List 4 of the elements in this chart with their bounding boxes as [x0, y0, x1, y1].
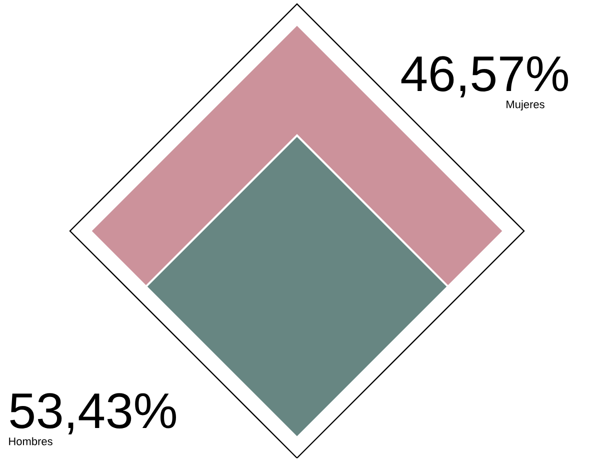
data-label: 53,43% — [10, 393, 176, 434]
category-label: Mujeres — [506, 100, 544, 110]
category-label: Hombres — [9, 437, 52, 446]
data-label: 46,57% — [401, 56, 568, 98]
